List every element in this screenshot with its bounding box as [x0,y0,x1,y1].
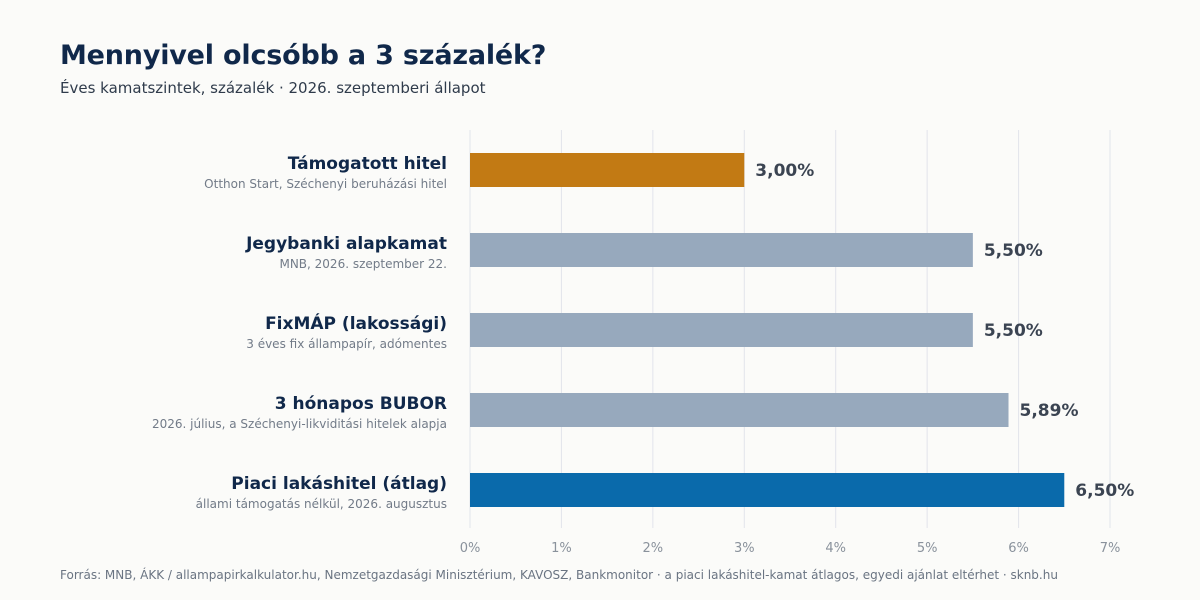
bar [470,393,1009,427]
x-tick-label: 2% [643,541,664,556]
value-label: 5,89% [1020,401,1079,421]
value-label: 3,00% [755,161,814,181]
category-note: állami támogatás nélkül, 2026. augusztus [196,497,447,511]
bar [470,313,973,347]
category-note: 3 éves fix állampapír, adómentes [246,337,447,351]
category-label: Piaci lakáshitel (átlag) [231,474,447,494]
category-label: 3 hónapos BUBOR [275,394,447,414]
category-label: Jegybanki alapkamat [245,234,447,254]
x-tick-label: 3% [734,541,755,556]
value-label: 6,50% [1075,481,1134,501]
category-label: Támogatott hitel [288,154,447,174]
bar [470,153,745,187]
category-label: FixMÁP (lakossági) [265,312,447,334]
chart-subtitle: Éves kamatszintek, százalék · 2026. szep… [60,79,486,97]
x-tick-label: 6% [1008,541,1029,556]
category-note: Otthon Start, Széchenyi beruházási hitel [204,177,447,191]
x-tick-label: 7% [1100,541,1121,556]
bar [470,233,973,267]
x-tick-label: 4% [825,541,846,556]
bar [470,473,1065,507]
value-label: 5,50% [984,321,1043,341]
source-note: Forrás: MNB, ÁKK / allampapirkalkulator.… [60,568,1058,582]
category-note: 2026. július, a Széchenyi-likviditási hi… [152,417,447,431]
chart-title: Mennyivel olcsóbb a 3 százalék? [60,40,547,71]
x-tick-label: 0% [460,541,481,556]
x-tick-label: 5% [917,541,938,556]
value-label: 5,50% [984,241,1043,261]
x-tick-label: 1% [551,541,572,556]
category-note: MNB, 2026. szeptember 22. [279,257,447,271]
